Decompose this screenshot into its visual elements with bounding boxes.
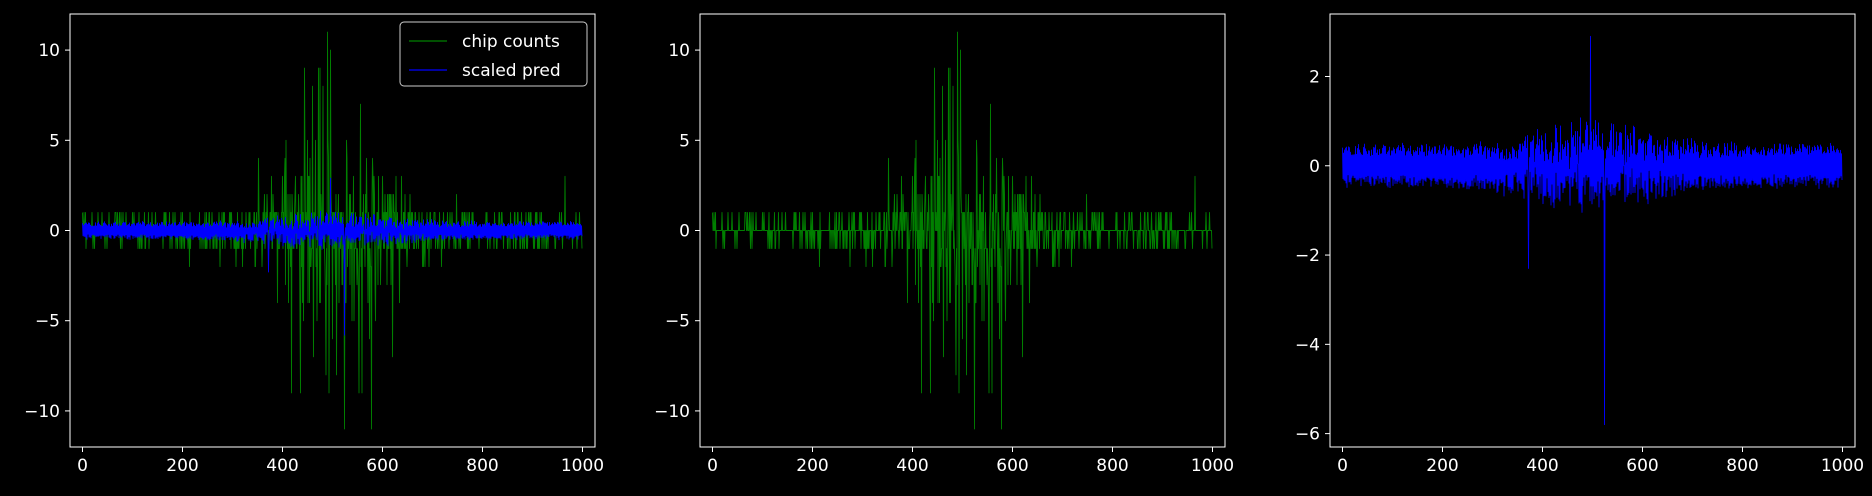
x-tick-label: 200 [166,456,198,476]
x-tick-label: 800 [1726,456,1758,476]
legend-label-scaled-pred: scaled pred [462,61,561,81]
chart-panel-middle: 0 200 400 600 800 1000 −10 −5 0 5 10 [654,13,1234,476]
x-tick-label: 1000 [1821,456,1864,476]
series-line-scaled-pred [82,177,583,336]
y-axis-left: −10 −5 0 5 10 [24,41,70,422]
x-tick-label: 200 [1426,456,1458,476]
y-axis-right: −6 −4 −2 0 2 [1295,67,1330,445]
x-tick-label: 0 [77,456,88,476]
y-axis-middle: −10 −5 0 5 10 [654,41,700,422]
x-tick-label: 400 [266,456,298,476]
x-axis-left: 0 200 400 600 800 1000 [77,447,604,476]
series-line-counts [712,31,1213,430]
y-tick-label: 5 [49,131,60,151]
y-tick-label: −2 [1295,246,1320,266]
y-tick-label: −6 [1295,425,1320,445]
axes-frame-right [1329,13,1856,448]
y-tick-label: 10 [38,41,60,61]
y-tick-label: −4 [1295,335,1320,355]
x-tick-label: 400 [896,456,928,476]
x-axis-middle: 0 200 400 600 800 1000 [707,447,1234,476]
x-tick-label: 200 [796,456,828,476]
x-tick-label: 800 [466,456,498,476]
legend-label-chip-counts: chip counts [462,32,560,52]
y-tick-label: −10 [654,402,690,422]
series-line-pred [1342,35,1843,426]
y-tick-label: 2 [1309,67,1320,87]
chart-panel-right: 0 200 400 600 800 1000 −6 −4 −2 0 2 [1295,13,1864,476]
y-tick-label: 10 [668,41,690,61]
chart-panel-left: 0 200 400 600 800 1000 −10 −5 0 5 10 chip counts … [24,13,604,476]
x-tick-label: 1000 [1191,456,1234,476]
plot-area-middle [712,31,1213,430]
x-tick-label: 0 [707,456,718,476]
series-line-chip-counts [82,31,583,430]
y-tick-label: −10 [24,402,60,422]
x-tick-label: 800 [1096,456,1128,476]
y-tick-label: −5 [665,312,690,332]
legend: chip counts scaled pred [399,21,588,87]
y-tick-label: −5 [35,312,60,332]
y-tick-label: 0 [679,222,690,242]
x-tick-label: 600 [1626,456,1658,476]
x-tick-label: 600 [996,456,1028,476]
plot-area-left [82,31,583,430]
x-tick-label: 600 [366,456,398,476]
x-axis-right: 0 200 400 600 800 1000 [1337,447,1864,476]
x-tick-label: 400 [1526,456,1558,476]
y-tick-label: 0 [1309,157,1320,177]
x-tick-label: 1000 [561,456,604,476]
y-tick-label: 5 [679,131,690,151]
y-tick-label: 0 [49,222,60,242]
x-tick-label: 0 [1337,456,1348,476]
plot-area-right [1342,35,1843,426]
